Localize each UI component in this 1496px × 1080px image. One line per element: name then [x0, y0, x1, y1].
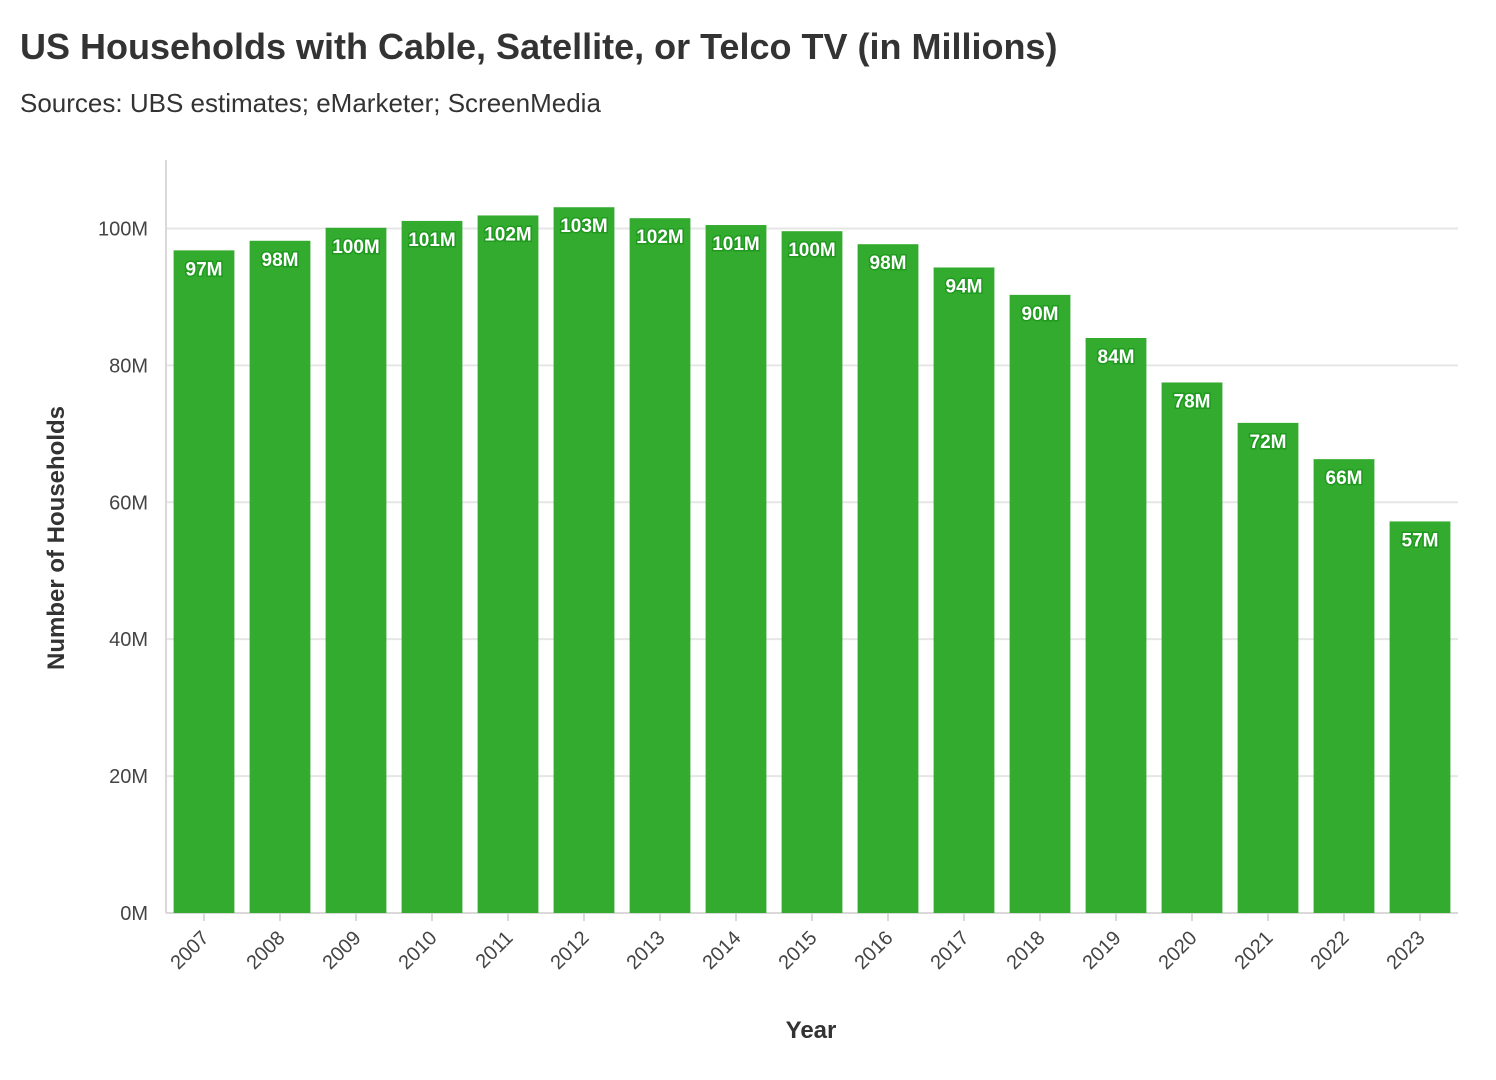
bar — [629, 218, 691, 913]
bar-data-label: 102M — [636, 227, 684, 248]
x-tick-label: 2012 — [547, 927, 594, 974]
bar — [1009, 294, 1071, 913]
x-tick-label: 2018 — [1003, 927, 1050, 974]
x-axis-ticks: 2007 2008 2009 2010 2011 2012 2013 2014 2015 2016… — [167, 913, 1430, 974]
bars: 97M 98M 100M 101M 102M 103M 102M 101M 100M 98M 94M… — [173, 207, 1451, 914]
bar-data-label: 90M — [1022, 304, 1059, 325]
bar-data-label: 98M — [262, 250, 299, 271]
chart-title: US Households with Cable, Satellite, or … — [20, 26, 1058, 67]
x-tick-label: 2010 — [395, 927, 442, 974]
bar — [1085, 337, 1147, 913]
x-tick-label: 2007 — [167, 927, 214, 974]
y-tick-label: 0M — [120, 903, 148, 925]
bar — [933, 267, 995, 913]
bar-data-label: 98M — [870, 253, 907, 274]
bar-data-label: 84M — [1098, 347, 1135, 368]
bar — [705, 225, 767, 914]
y-axis-ticks: 0M 20M 40M 60M 80M 100M — [98, 218, 148, 925]
bar-data-label: 66M — [1326, 468, 1363, 489]
bar — [401, 220, 463, 913]
bar-data-label: 102M — [484, 224, 532, 245]
x-tick-label: 2022 — [1307, 927, 1354, 974]
y-tick-label: 20M — [109, 766, 148, 788]
y-tick-label: 80M — [109, 355, 148, 377]
bar — [1389, 521, 1451, 913]
chart-subtitle: Sources: UBS estimates; eMarketer; Scree… — [20, 88, 601, 118]
x-tick-label: 2008 — [243, 927, 290, 974]
x-tick-label: 2023 — [1383, 927, 1430, 974]
bar — [325, 227, 387, 913]
x-tick-label: 2020 — [1155, 927, 1202, 974]
bar — [781, 231, 843, 913]
bar-data-label: 101M — [712, 234, 760, 255]
bar — [857, 244, 919, 913]
bar-data-label: 100M — [332, 237, 380, 258]
x-tick-label: 2014 — [699, 927, 746, 974]
x-tick-label: 2013 — [623, 927, 670, 974]
bar — [1313, 459, 1375, 913]
bar — [1161, 382, 1223, 913]
bar — [173, 250, 235, 914]
y-axis-title: Number of Households — [43, 406, 70, 670]
bar-data-label: 72M — [1250, 432, 1287, 453]
bar-data-label: 100M — [788, 240, 836, 261]
bar — [477, 215, 539, 913]
x-tick-label: 2019 — [1079, 927, 1126, 974]
bar-data-label: 57M — [1402, 530, 1439, 551]
x-tick-label: 2017 — [927, 927, 974, 974]
bar — [249, 240, 311, 913]
x-axis-title: Year — [786, 1017, 837, 1044]
x-tick-label: 2021 — [1231, 927, 1278, 974]
bar-data-label: 94M — [946, 276, 983, 297]
y-tick-label: 100M — [98, 218, 148, 240]
x-tick-label: 2011 — [472, 927, 518, 973]
bar-data-label: 101M — [408, 230, 456, 251]
bar-data-label: 103M — [560, 216, 608, 237]
x-tick-label: 2015 — [775, 927, 822, 974]
y-tick-label: 60M — [109, 492, 148, 514]
x-tick-label: 2009 — [319, 927, 366, 974]
y-tick-label: 40M — [109, 629, 148, 651]
bar-data-label: 78M — [1174, 391, 1211, 412]
bar — [553, 207, 615, 913]
x-tick-label: 2016 — [851, 927, 898, 974]
bar-data-label: 97M — [186, 259, 223, 280]
bar — [1237, 422, 1299, 913]
